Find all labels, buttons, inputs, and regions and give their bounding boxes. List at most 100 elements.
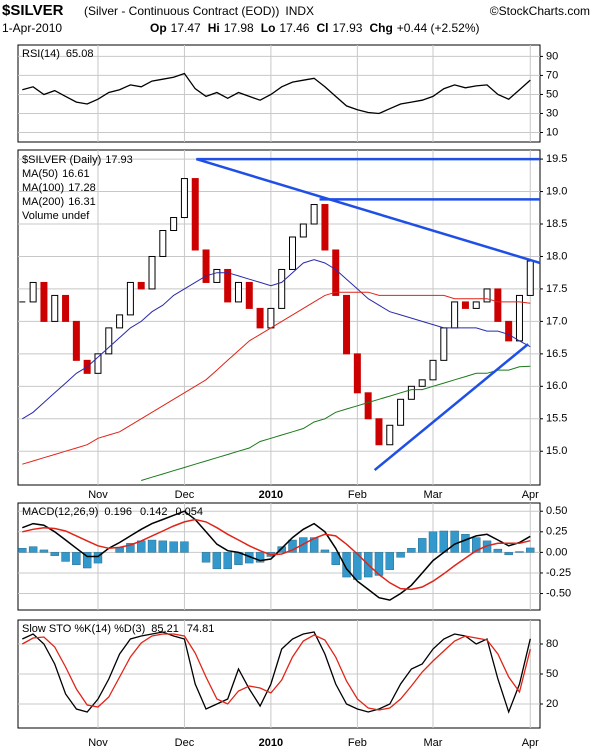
- candle: [483, 288, 491, 303]
- candle: [451, 301, 459, 329]
- candle: [234, 281, 242, 303]
- x-tick-label: Dec: [175, 737, 195, 749]
- candle: [343, 294, 351, 355]
- histogram-bar: [277, 546, 286, 553]
- description: (Silver - Continuous Contract (EOD)): [84, 4, 279, 18]
- candle: [116, 314, 124, 329]
- candle: [397, 398, 405, 426]
- y-tick-label: 15.0: [546, 445, 567, 457]
- histogram-bar: [439, 530, 449, 553]
- series-line: [22, 631, 531, 714]
- candle: [375, 418, 383, 446]
- quote-value: 17.47: [171, 21, 201, 35]
- y-tick-label: 16.5: [546, 348, 567, 360]
- panel: [17, 44, 541, 143]
- y-tick-label: -0.25: [546, 567, 571, 579]
- histogram-bar: [223, 552, 232, 570]
- legend-value: 16.61: [62, 168, 90, 180]
- x-tick-label: Nov: [88, 489, 108, 501]
- candle: [137, 281, 145, 290]
- histogram-bar: [385, 552, 394, 570]
- x-tick-label: 2010: [259, 489, 283, 501]
- panel: [17, 502, 541, 611]
- histogram-bar: [353, 552, 362, 580]
- legend-value: 17.28: [68, 182, 96, 194]
- legend-value: 16.31: [68, 196, 96, 208]
- histogram-bar: [450, 530, 459, 553]
- panel-value: 74.81: [187, 623, 215, 635]
- series-line: [22, 291, 531, 465]
- y-tick-label: 15.5: [546, 413, 567, 425]
- y-tick-label: 17.0: [546, 315, 567, 327]
- source: ©StockCharts.com: [490, 4, 590, 18]
- candle: [407, 385, 415, 400]
- symbol: $SILVER: [2, 2, 64, 19]
- histogram-bar: [93, 552, 103, 564]
- y-tick-label: 10: [546, 126, 558, 138]
- candle: [51, 294, 59, 322]
- y-tick-label: 20: [546, 698, 558, 710]
- histogram-bar: [417, 538, 427, 553]
- trendline: [195, 157, 541, 265]
- series-line: [22, 518, 531, 591]
- histogram-bar: [320, 549, 330, 553]
- candle: [418, 379, 426, 387]
- y-tick-label: 16.0: [546, 380, 567, 392]
- candle: [62, 294, 70, 322]
- histogram-bar: [472, 537, 481, 553]
- histogram-bar: [126, 543, 135, 553]
- series-line: [22, 72, 531, 115]
- quote-label: Lo: [261, 21, 276, 35]
- candle: [505, 320, 513, 342]
- y-tick-label: 19.5: [546, 153, 567, 165]
- histogram-bar: [396, 552, 405, 558]
- legend-title: $SILVER (Daily): [22, 154, 101, 166]
- histogram-bar: [39, 549, 49, 553]
- trendline: [373, 343, 529, 472]
- histogram-bar: [158, 540, 168, 553]
- histogram-bar: [342, 552, 351, 578]
- histogram-bar: [147, 539, 157, 553]
- candle: [278, 268, 286, 309]
- y-tick-label: 0.50: [546, 505, 567, 517]
- candle: [105, 327, 113, 355]
- candle: [353, 353, 361, 394]
- candle: [386, 424, 394, 446]
- legend-name: MA(100): [22, 182, 64, 194]
- candle: [256, 307, 264, 329]
- y-tick-label: 50: [546, 668, 558, 680]
- y-tick-label: 0.25: [546, 526, 567, 538]
- series-line: [141, 365, 531, 481]
- plot: [19, 157, 541, 481]
- y-tick-label: 17.5: [546, 283, 567, 295]
- legend-name: MA(50): [22, 168, 58, 180]
- candle: [29, 281, 37, 303]
- candle: [440, 327, 448, 361]
- candle: [364, 392, 372, 420]
- panel-title: RSI(14): [22, 48, 60, 60]
- candle: [310, 204, 318, 225]
- candle: [299, 223, 307, 238]
- series-line: [21, 633, 531, 711]
- panel-value: 0.196: [104, 506, 132, 518]
- legend-value: 17.93: [105, 154, 133, 166]
- candle: [526, 260, 534, 296]
- quote-label: Op: [150, 21, 167, 35]
- y-tick-label: 50: [546, 88, 558, 100]
- histogram-bar: [212, 552, 222, 570]
- histogram-bar: [180, 541, 189, 553]
- histogram-bar: [309, 537, 319, 553]
- histogram-bar: [482, 540, 492, 553]
- histogram-bar: [515, 551, 524, 553]
- candle: [94, 353, 102, 374]
- candle: [224, 268, 232, 303]
- x-tick-label: Feb: [348, 737, 367, 749]
- panel-value: 0.142: [140, 506, 168, 518]
- x-tick-label: Mar: [424, 737, 443, 749]
- histogram-bar: [50, 552, 59, 556]
- candle: [321, 204, 329, 251]
- x-tick-label: Feb: [348, 489, 367, 501]
- candle: [148, 255, 156, 290]
- histogram-bar: [504, 552, 513, 556]
